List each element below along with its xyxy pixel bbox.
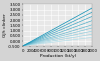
X-axis label: Production (kt/y): Production (kt/y) [40,54,76,58]
Y-axis label: GJ/t clinker: GJ/t clinker [3,13,7,37]
